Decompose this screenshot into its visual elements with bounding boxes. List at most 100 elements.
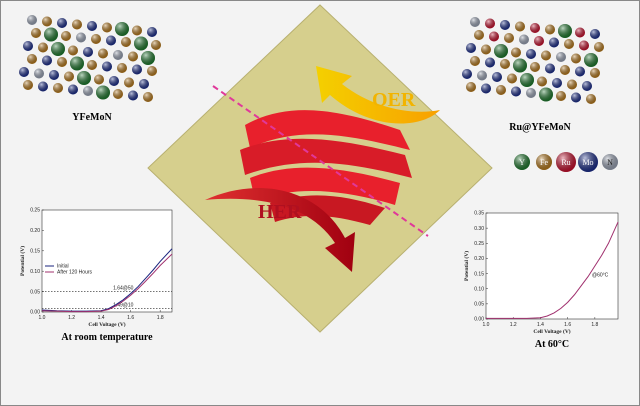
structure-label: YFeMoN <box>72 112 112 123</box>
atom-shine <box>76 32 86 43</box>
y-tick-label: 0.10 <box>474 286 484 292</box>
atom-shine <box>42 16 52 27</box>
oer-label: OER <box>372 89 416 111</box>
atom-shine <box>485 18 495 29</box>
atom-shine <box>83 86 93 96</box>
atom-shine <box>27 15 37 25</box>
atom-shine <box>504 33 514 43</box>
atom-shine <box>470 17 480 27</box>
atom-shine <box>466 82 476 92</box>
atom-shine <box>564 39 574 49</box>
atom-shine <box>541 50 551 61</box>
atom-shine <box>87 21 97 31</box>
atom-shine <box>492 72 502 82</box>
x-tick-label: 1.0 <box>39 315 46 321</box>
atom-shine <box>38 42 48 53</box>
legend-label: Initial <box>57 264 69 270</box>
atom-shine <box>545 24 555 35</box>
x-axis-label: Cell Voltage (V) <box>88 321 125 328</box>
atom-shine <box>530 23 540 33</box>
series-label: @60°C <box>592 273 609 279</box>
atom-shine <box>102 61 112 72</box>
atom-shine <box>485 57 495 68</box>
atom-shine <box>494 44 508 58</box>
atom-shine <box>132 25 142 36</box>
annotation: 1.49@10 <box>113 303 134 309</box>
y-tick-label: 0.15 <box>30 249 40 255</box>
atom-shine <box>19 67 29 77</box>
y-tick-label: 0.00 <box>474 317 484 323</box>
atom-shine <box>590 29 600 39</box>
atom-shine <box>575 27 585 38</box>
y-tick-label: 0.20 <box>474 256 484 262</box>
y-tick-label: 0.05 <box>474 302 484 308</box>
atom-shine <box>511 47 521 58</box>
atom-shine <box>515 21 525 32</box>
y-axis-label: Potential (V) <box>463 251 470 281</box>
element-legend: Y Fe Ru Mo N <box>514 152 618 172</box>
atom-shine <box>556 91 566 101</box>
atom-shine <box>526 49 536 59</box>
x-tick-label: 1.2 <box>510 322 517 328</box>
atom-shine <box>582 81 592 91</box>
atom-shine <box>549 37 559 48</box>
atom-shine <box>128 90 138 101</box>
atom-shine <box>500 20 510 30</box>
atom-shine <box>42 55 52 66</box>
atom-shine <box>520 73 534 87</box>
atom-shine <box>77 71 91 85</box>
series-line <box>41 253 173 313</box>
atom-shine <box>38 81 48 92</box>
atom-shine <box>151 40 161 50</box>
atom-shine <box>109 76 119 86</box>
atom-shine <box>139 79 149 89</box>
atom-shine <box>147 66 157 76</box>
atom-shine <box>141 51 155 65</box>
atom-shine <box>57 57 67 67</box>
atom-shine <box>27 54 37 64</box>
element-symbol: Ru <box>561 158 570 167</box>
chart-title: At room temperature <box>61 332 153 343</box>
atom-shine <box>121 37 131 47</box>
atom-shine <box>481 44 491 55</box>
element-symbol: Mo <box>582 158 593 167</box>
atom-shine <box>115 22 129 36</box>
atom-shine <box>57 18 67 28</box>
atom-shine <box>143 92 153 102</box>
atom-shine <box>489 31 499 42</box>
atom-shine <box>70 56 84 71</box>
atom-shine <box>500 59 510 69</box>
atom-shine <box>72 19 82 30</box>
atom-shine <box>560 65 570 75</box>
atom-shine <box>470 56 480 66</box>
her-arrow <box>205 188 355 272</box>
y-tick-label: 0.00 <box>30 310 40 316</box>
atom-shine <box>128 51 138 62</box>
atom-shine <box>31 28 41 38</box>
atom-shine <box>556 52 566 62</box>
atom-shine <box>511 86 521 97</box>
oer-arrow <box>316 66 440 124</box>
atom-shine <box>545 63 555 74</box>
atom-shine <box>552 78 562 88</box>
element-shine <box>602 154 618 170</box>
atom-shine <box>124 77 134 88</box>
element-shine <box>536 154 552 170</box>
legend-label: After 120 Hours <box>57 270 93 276</box>
atom-shine <box>98 48 108 59</box>
y-tick-label: 0.05 <box>30 289 40 295</box>
y-axis-label: Potential (V) <box>19 246 26 276</box>
atom-shine <box>91 34 101 44</box>
atom-shine <box>113 50 123 60</box>
x-tick-label: 1.4 <box>98 315 105 321</box>
atom-shine <box>567 79 577 90</box>
atom-shine <box>51 42 65 56</box>
atom-shine <box>586 94 596 104</box>
atom-shine <box>53 83 63 93</box>
atom-shine <box>519 34 529 45</box>
ribbon <box>240 110 412 225</box>
y-tick-label: 0.25 <box>474 241 484 247</box>
x-tick-label: 1.0 <box>483 322 490 328</box>
y-tick-label: 0.15 <box>474 271 484 277</box>
atom-shine <box>64 71 74 82</box>
